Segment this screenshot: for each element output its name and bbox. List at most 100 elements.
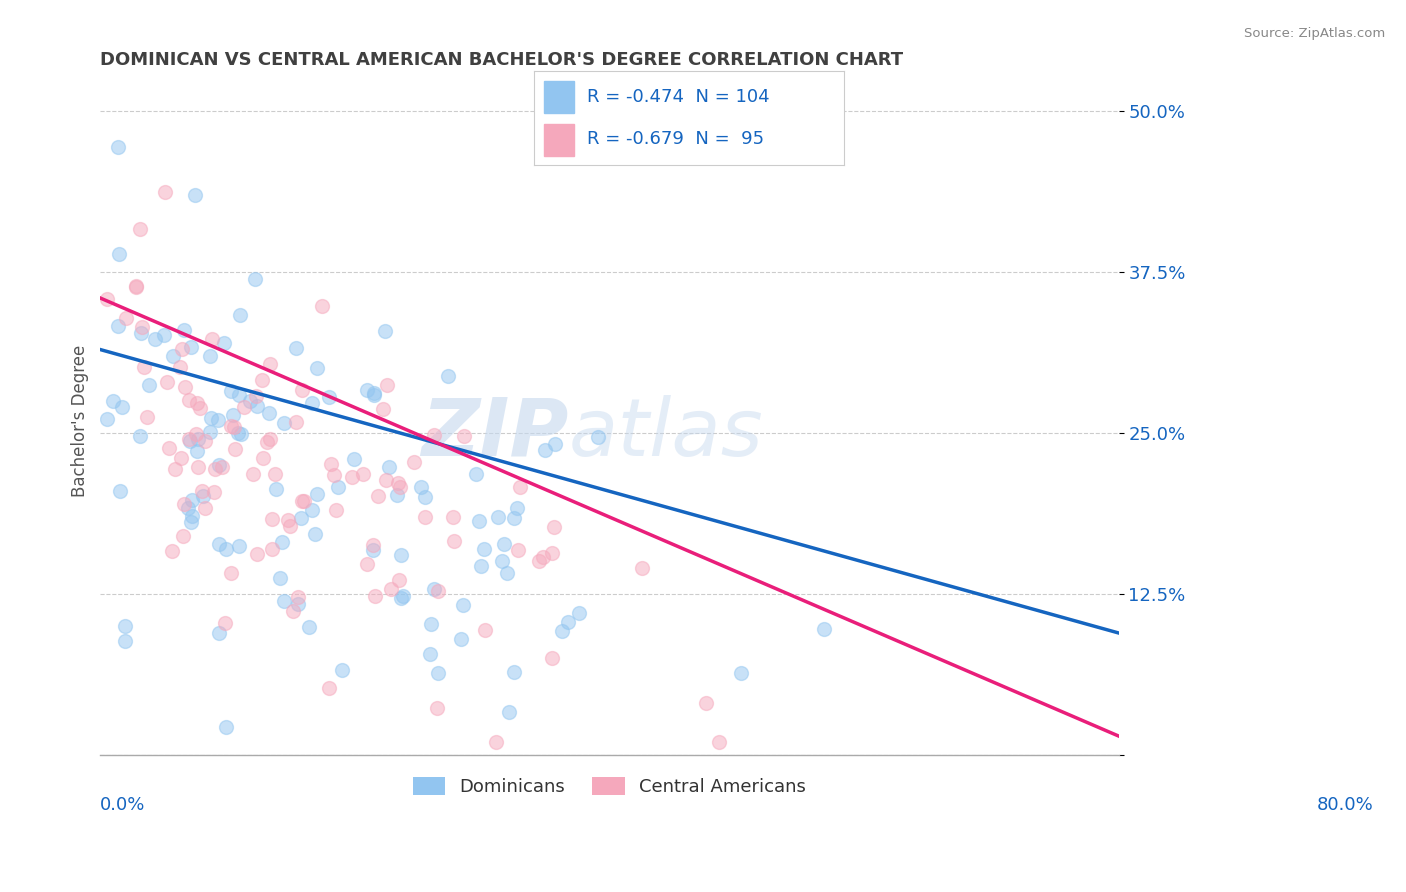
Point [494, 536, 516, 550]
Point [111, 400, 134, 414]
Point [215, 541, 238, 556]
Point [541, 546, 564, 560]
Point [534, 443, 557, 458]
Point [363, 386, 385, 401]
Legend: Dominicans, Central Americans: Dominicans, Central Americans [405, 770, 814, 804]
Text: 0.0%: 0.0% [100, 796, 146, 814]
Point [180, 493, 202, 508]
Point [179, 434, 201, 448]
Point [318, 681, 340, 695]
Point [172, 529, 194, 543]
Point [301, 396, 323, 410]
Point [392, 589, 415, 603]
Point [202, 484, 225, 499]
Point [173, 498, 195, 512]
Point [437, 369, 460, 384]
Point [114, 634, 136, 648]
Point [194, 434, 217, 449]
Point [586, 430, 609, 444]
Text: Source: ZipAtlas.com: Source: ZipAtlas.com [1244, 27, 1385, 40]
Point [190, 484, 212, 499]
Point [269, 571, 291, 585]
Point [224, 442, 246, 456]
Point [228, 539, 250, 553]
Point [176, 501, 198, 516]
Point [332, 663, 354, 677]
Y-axis label: Bachelor's Degree: Bachelor's Degree [72, 344, 89, 497]
Point [153, 327, 176, 342]
Point [423, 582, 446, 597]
Point [200, 411, 222, 425]
Point [212, 336, 235, 351]
Point [125, 278, 148, 293]
Point [259, 432, 281, 446]
Point [373, 402, 395, 417]
Point [323, 468, 346, 483]
Point [290, 510, 312, 524]
Point [204, 462, 226, 476]
Point [242, 467, 264, 482]
Point [356, 557, 378, 571]
Point [378, 460, 401, 475]
Point [305, 361, 328, 376]
Point [413, 490, 436, 504]
Point [730, 665, 752, 680]
Point [259, 358, 281, 372]
Point [709, 735, 731, 749]
Point [131, 320, 153, 334]
Point [270, 535, 292, 549]
Point [177, 432, 200, 446]
Point [305, 487, 328, 501]
Point [246, 399, 269, 413]
Point [219, 419, 242, 434]
Point [498, 705, 520, 719]
Point [291, 383, 314, 397]
Point [292, 494, 315, 508]
Point [173, 323, 195, 337]
Point [181, 509, 204, 524]
Point [630, 561, 652, 575]
Point [474, 623, 496, 637]
Point [453, 598, 475, 612]
Point [131, 326, 153, 341]
Point [107, 140, 129, 154]
Point [506, 500, 529, 515]
Point [264, 482, 287, 496]
Point [231, 426, 253, 441]
Point [156, 376, 179, 390]
Point [568, 606, 591, 620]
Point [470, 558, 492, 573]
Point [506, 542, 529, 557]
Text: atlas: atlas [569, 395, 763, 473]
Point [129, 429, 152, 443]
Point [443, 533, 465, 548]
Point [215, 720, 238, 734]
Point [364, 590, 387, 604]
Point [284, 415, 307, 429]
Point [208, 458, 231, 472]
Point [502, 665, 524, 679]
Point [427, 583, 450, 598]
Point [283, 604, 305, 618]
Point [285, 341, 308, 355]
Point [495, 566, 517, 581]
Point [491, 554, 513, 568]
Point [108, 484, 131, 499]
Point [375, 473, 398, 487]
Point [389, 549, 412, 563]
Point [228, 387, 250, 401]
Point [502, 511, 524, 525]
Point [388, 480, 411, 494]
Point [180, 340, 202, 354]
Point [222, 420, 245, 434]
Point [108, 247, 131, 261]
Point [287, 590, 309, 604]
Point [450, 632, 472, 646]
Point [543, 519, 565, 533]
Point [214, 616, 236, 631]
Point [402, 455, 425, 469]
Point [557, 615, 579, 629]
Text: 80.0%: 80.0% [1316, 796, 1374, 814]
Point [226, 425, 249, 440]
Point [246, 547, 269, 561]
